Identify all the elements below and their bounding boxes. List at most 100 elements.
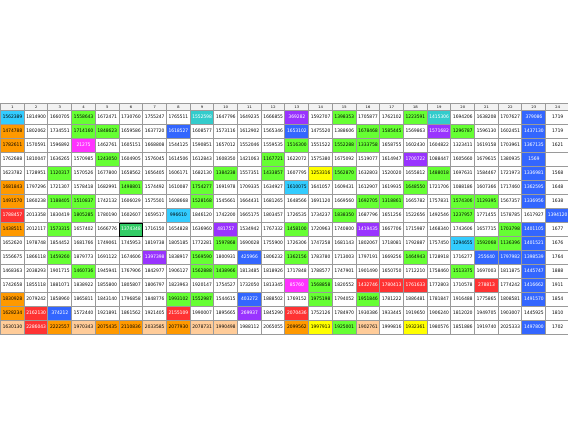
- table-cell[interactable]: 1438966: [213, 264, 239, 279]
- table-cell[interactable]: 255640: [474, 250, 499, 265]
- table-cell[interactable]: 1491570: [0, 194, 25, 209]
- table-cell[interactable]: 1569590: [189, 250, 215, 265]
- table-cell[interactable]: 369282: [284, 110, 310, 125]
- table-cell[interactable]: 1848623: [94, 124, 120, 139]
- table-cell[interactable]: 1458100: [284, 222, 310, 237]
- table-cell[interactable]: 1333758: [355, 138, 381, 153]
- table-cell[interactable]: 1607795: [284, 166, 310, 181]
- table-cell[interactable]: 1997913: [308, 320, 333, 335]
- table-cell[interactable]: 1732050: [237, 278, 262, 293]
- table-cell[interactable]: 1559535: [260, 138, 286, 153]
- table-cell[interactable]: 1771455: [474, 208, 499, 223]
- column-header[interactable]: 5: [94, 103, 120, 111]
- table-cell[interactable]: 1842977: [142, 264, 167, 279]
- table-cell[interactable]: 1975198: [308, 292, 333, 307]
- table-cell[interactable]: 1806232: [260, 250, 286, 265]
- table-cell[interactable]: 1707627: [497, 110, 523, 125]
- table-cell[interactable]: 1775865: [474, 292, 499, 307]
- table-cell[interactable]: 1619935: [379, 180, 404, 195]
- table-cell[interactable]: 1659586: [118, 124, 144, 139]
- table-cell[interactable]: 1906127: [165, 264, 191, 279]
- column-header[interactable]: 6: [118, 103, 144, 111]
- table-cell[interactable]: 1716277: [450, 250, 476, 265]
- table-cell[interactable]: 481757: [213, 222, 239, 237]
- table-cell[interactable]: 1574306: [450, 194, 476, 209]
- table-cell[interactable]: 1916488: [450, 292, 476, 307]
- table-cell[interactable]: 1574492: [142, 180, 167, 195]
- table-cell[interactable]: 1772281: [189, 236, 215, 251]
- table-cell[interactable]: 1792887: [402, 236, 428, 251]
- table-cell[interactable]: 1881071: [47, 278, 73, 293]
- table-cell[interactable]: 1843140: [94, 292, 120, 307]
- table-cell[interactable]: 1658755: [379, 138, 404, 153]
- table-cell[interactable]: 1687796: [355, 208, 381, 223]
- table-cell[interactable]: 1855118: [23, 278, 49, 293]
- table-cell[interactable]: 1726306: [284, 236, 310, 251]
- table-cell[interactable]: 1762102: [379, 110, 404, 125]
- table-cell[interactable]: 1911: [545, 278, 568, 293]
- table-cell[interactable]: 1951846: [355, 292, 381, 307]
- column-header[interactable]: 13: [284, 103, 310, 111]
- table-cell[interactable]: 1754277: [189, 180, 215, 195]
- table-cell[interactable]: 1774242: [497, 278, 523, 293]
- table-cell[interactable]: 1820552: [331, 278, 357, 293]
- table-cell[interactable]: 2013358: [23, 208, 49, 223]
- table-cell[interactable]: 1694206: [450, 110, 476, 125]
- table-cell[interactable]: 1747258: [308, 236, 333, 251]
- table-cell[interactable]: 1691120: [308, 194, 333, 209]
- table-cell[interactable]: 1679615: [474, 152, 499, 167]
- column-header[interactable]: 7: [142, 103, 167, 111]
- table-cell[interactable]: 2038293: [23, 264, 49, 279]
- table-cell[interactable]: 1705877: [355, 110, 381, 125]
- table-cell[interactable]: 1718081: [379, 236, 404, 251]
- table-cell[interactable]: 1619158: [474, 138, 499, 153]
- table-cell[interactable]: 1374348: [118, 222, 144, 237]
- table-cell[interactable]: 403272: [237, 292, 262, 307]
- table-cell[interactable]: 1925001: [331, 320, 357, 335]
- table-cell[interactable]: 1728951: [23, 166, 49, 181]
- table-cell[interactable]: 1797296: [23, 180, 49, 195]
- table-cell[interactable]: 1544615: [213, 292, 239, 307]
- table-cell[interactable]: 1621: [545, 138, 568, 153]
- table-cell[interactable]: 1608577: [189, 124, 215, 139]
- table-cell[interactable]: 1930386: [355, 306, 381, 321]
- table-cell[interactable]: 2065055: [260, 320, 286, 335]
- table-cell[interactable]: 1474788: [0, 124, 25, 139]
- table-cell[interactable]: 1691978: [213, 180, 239, 195]
- table-cell[interactable]: 425966: [237, 250, 262, 265]
- table-cell[interactable]: 1742658: [0, 278, 25, 293]
- table-cell[interactable]: 1830928: [0, 292, 25, 307]
- table-cell[interactable]: 1818926: [260, 264, 286, 279]
- table-cell[interactable]: 2075435: [94, 320, 120, 335]
- table-cell[interactable]: 1136396: [497, 236, 523, 251]
- table-cell[interactable]: 1669560: [331, 194, 357, 209]
- table-cell[interactable]: 1667706: [379, 222, 404, 237]
- table-cell[interactable]: 1848776: [142, 292, 167, 307]
- table-cell[interactable]: 1709335: [237, 180, 262, 195]
- table-cell[interactable]: 1990498: [213, 320, 239, 335]
- table-cell[interactable]: 1623782: [0, 166, 25, 181]
- table-cell[interactable]: 1437130: [521, 124, 547, 139]
- table-cell[interactable]: 1742132: [94, 194, 120, 209]
- table-cell[interactable]: 1610087: [165, 180, 191, 195]
- table-cell[interactable]: 1921405: [142, 306, 167, 321]
- table-cell[interactable]: 1545661: [213, 194, 239, 209]
- table-cell[interactable]: 1556675: [0, 250, 25, 265]
- table-cell[interactable]: 1691122: [94, 250, 120, 265]
- column-header[interactable]: 2: [23, 103, 49, 111]
- column-header[interactable]: 14: [308, 103, 333, 111]
- table-cell[interactable]: 1721973: [497, 166, 523, 181]
- table-cell[interactable]: 1462761: [94, 138, 120, 153]
- table-cell[interactable]: 85760: [284, 278, 310, 293]
- table-cell[interactable]: 1649235: [237, 110, 262, 125]
- table-cell[interactable]: 1088186: [450, 180, 476, 195]
- table-cell[interactable]: 1681766: [71, 236, 96, 251]
- table-cell[interactable]: 1764: [545, 250, 568, 265]
- table-cell[interactable]: 1813345: [260, 278, 286, 293]
- table-cell[interactable]: 1636960: [189, 222, 215, 237]
- table-cell[interactable]: 1659517: [142, 208, 167, 223]
- table-cell[interactable]: 1797191: [355, 250, 381, 265]
- table-cell[interactable]: 1678468: [355, 124, 381, 139]
- table-cell[interactable]: 1575380: [308, 152, 333, 167]
- table-cell[interactable]: 1919740: [474, 320, 499, 335]
